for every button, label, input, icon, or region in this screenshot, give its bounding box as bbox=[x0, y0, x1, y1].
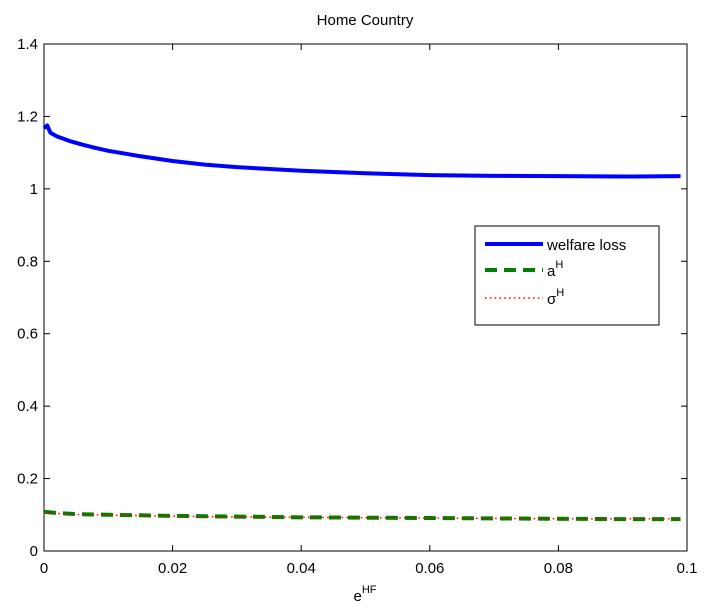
x-tick-label: 0.08 bbox=[544, 560, 573, 577]
series-line-0 bbox=[42, 123, 681, 179]
y-tick-label: 0.2 bbox=[17, 471, 38, 488]
x-tick-label: 0.04 bbox=[287, 560, 316, 577]
y-tick-label: 0.8 bbox=[17, 253, 38, 270]
legend-label-sup: H bbox=[556, 287, 564, 299]
legend-label-2: σH bbox=[547, 287, 564, 308]
legend-label-base: a bbox=[547, 263, 556, 280]
x-tick-label: 0.06 bbox=[415, 560, 444, 577]
y-tick-label: 1.2 bbox=[17, 108, 38, 125]
x-axis-label: eHF bbox=[353, 584, 376, 605]
x-tick-label: 0.1 bbox=[677, 560, 698, 577]
y-tick-label: 1.4 bbox=[17, 36, 38, 53]
x-axis-label-sup: HF bbox=[362, 584, 377, 596]
legend-label-sup: H bbox=[555, 259, 563, 271]
legend-label-1: aH bbox=[547, 259, 563, 280]
y-tick-label: 0.6 bbox=[17, 326, 38, 343]
y-tick-label: 0 bbox=[30, 543, 38, 560]
y-tick-label: 0.4 bbox=[17, 398, 38, 415]
x-tick-label: 0.02 bbox=[158, 560, 187, 577]
y-axis: 0 0.2 0.4 0.6 0.8 1 1.2 1.4 bbox=[17, 36, 687, 560]
chart-title: Home Country bbox=[317, 12, 414, 29]
series-line-2 bbox=[43, 511, 681, 520]
x-tick-label: 0 bbox=[40, 560, 48, 577]
x-axis: 0 0.02 0.04 0.06 0.08 0.1 bbox=[40, 44, 698, 577]
legend-label-0: welfare loss bbox=[546, 237, 626, 254]
x-axis-label-base: e bbox=[353, 588, 361, 605]
series-layer bbox=[42, 123, 681, 522]
y-tick-label: 1 bbox=[30, 181, 38, 198]
legend-label-base: welfare loss bbox=[546, 237, 626, 254]
legend-label-base: σ bbox=[547, 291, 557, 308]
